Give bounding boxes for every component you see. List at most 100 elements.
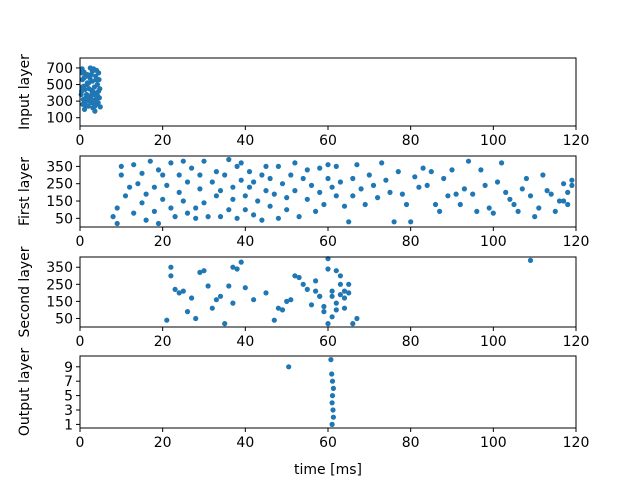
spike-point — [151, 208, 157, 214]
spike-point — [416, 184, 422, 190]
spike-point — [329, 378, 336, 384]
spike-point — [197, 172, 203, 178]
spike-point — [412, 174, 418, 180]
x-tick-label: 60 — [319, 435, 337, 451]
spike-point — [176, 189, 182, 195]
spike-point — [242, 193, 248, 199]
spike-point — [354, 162, 360, 168]
spike-point — [114, 220, 120, 227]
spike-point — [78, 91, 84, 98]
spike-point — [379, 160, 385, 166]
spike-point — [308, 302, 315, 308]
spike-point — [329, 293, 335, 299]
spike-point — [337, 273, 343, 279]
spike-point — [246, 184, 253, 190]
spike-point — [184, 179, 191, 185]
x-tick-label: 60 — [319, 234, 337, 250]
spike-point — [155, 220, 162, 227]
spike-point — [490, 210, 496, 216]
spike-point — [321, 303, 327, 310]
spike-point — [131, 162, 137, 168]
spike-point — [329, 421, 335, 427]
y-tick-label: 700 — [46, 61, 73, 77]
axes-frame — [79, 57, 577, 127]
y-tick-label: 250 — [46, 177, 73, 193]
spike-point — [321, 309, 327, 315]
spike-point — [346, 219, 352, 225]
spike-point — [92, 103, 98, 109]
spike-point — [523, 175, 530, 182]
spike-point — [172, 286, 178, 292]
spike-point — [246, 169, 253, 175]
spike-point — [238, 259, 244, 265]
spike-point — [403, 201, 410, 208]
spike-point — [127, 184, 133, 190]
spike-point — [313, 278, 319, 284]
y-axis-label: First layer — [17, 157, 33, 226]
spike-point — [424, 182, 430, 188]
spike-point — [478, 167, 484, 173]
spike-point — [180, 158, 186, 164]
spike-point — [552, 208, 558, 214]
spike-point — [317, 293, 323, 299]
spike-point — [375, 195, 381, 201]
y-tick-label: 100 — [46, 111, 73, 127]
spike-point — [86, 80, 92, 86]
spike-point — [288, 297, 294, 303]
spike-point — [118, 172, 124, 178]
spike-point — [143, 217, 149, 223]
spike-point — [251, 179, 257, 185]
spike-point — [230, 264, 236, 270]
spike-point — [329, 184, 335, 190]
spike-points — [110, 156, 575, 227]
spike-point — [201, 158, 207, 164]
spike-point — [205, 214, 211, 220]
spike-point — [81, 101, 87, 107]
x-tick-label: 0 — [76, 133, 85, 149]
x-tick-label: 0 — [76, 334, 85, 350]
spike-point — [304, 196, 310, 202]
spike-point — [461, 186, 467, 192]
spike-point — [234, 266, 240, 272]
y-tick-label: 50 — [55, 211, 73, 227]
y-tick-label: 350 — [46, 159, 73, 175]
spike-point — [164, 182, 170, 188]
spike-point — [238, 160, 244, 166]
x-tick-label: 0 — [76, 234, 85, 250]
spike-point — [465, 158, 472, 164]
x-tick-label: 120 — [563, 435, 590, 451]
spike-point — [486, 205, 492, 211]
x-tick-label: 80 — [402, 133, 420, 149]
spike-point — [87, 65, 93, 71]
spike-point — [333, 268, 339, 274]
y-tick-label: 250 — [46, 277, 73, 293]
spike-point — [346, 290, 352, 296]
spike-point — [275, 305, 281, 311]
spike-point — [226, 156, 232, 163]
spike-point — [118, 163, 124, 169]
spike-point — [383, 177, 389, 183]
spike-point — [279, 181, 286, 187]
y-tick-label: 5 — [64, 389, 73, 405]
spike-point — [263, 290, 269, 296]
spike-point — [325, 266, 331, 272]
spike-point — [88, 96, 94, 102]
spike-point — [313, 208, 319, 214]
y-tick-label: 150 — [46, 194, 73, 210]
spike-point — [213, 297, 219, 303]
spike-point — [317, 189, 323, 195]
spike-point — [328, 357, 334, 363]
x-tick-label: 20 — [154, 435, 172, 451]
y-tick-label: 300 — [46, 94, 73, 110]
spike-point — [362, 201, 368, 208]
spike-point — [333, 193, 339, 199]
spike-point — [92, 108, 98, 114]
spike-point — [325, 162, 331, 168]
spike-point — [279, 307, 286, 313]
spike-point — [527, 193, 534, 199]
spike-point — [217, 214, 224, 220]
x-tick-label: 40 — [236, 234, 254, 250]
x-tick-label: 40 — [236, 334, 254, 350]
spike-point — [569, 177, 575, 183]
